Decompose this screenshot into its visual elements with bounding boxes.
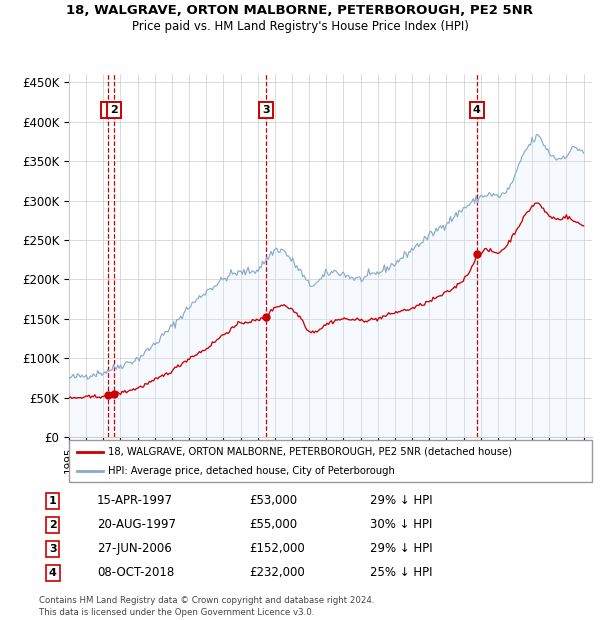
Text: 3: 3 xyxy=(262,105,270,115)
Text: 15-APR-1997: 15-APR-1997 xyxy=(97,495,173,507)
Text: 20-AUG-1997: 20-AUG-1997 xyxy=(97,518,176,531)
Text: £232,000: £232,000 xyxy=(249,566,305,579)
Text: 3: 3 xyxy=(49,544,56,554)
Text: 2: 2 xyxy=(49,520,56,530)
Text: 18, WALGRAVE, ORTON MALBORNE, PETERBOROUGH, PE2 5NR: 18, WALGRAVE, ORTON MALBORNE, PETERBOROU… xyxy=(67,4,533,17)
Text: £53,000: £53,000 xyxy=(249,495,297,507)
Text: 27-JUN-2006: 27-JUN-2006 xyxy=(97,542,172,556)
Text: 08-OCT-2018: 08-OCT-2018 xyxy=(97,566,174,579)
Text: 29% ↓ HPI: 29% ↓ HPI xyxy=(370,495,433,507)
Text: Price paid vs. HM Land Registry's House Price Index (HPI): Price paid vs. HM Land Registry's House … xyxy=(131,20,469,33)
Text: 30% ↓ HPI: 30% ↓ HPI xyxy=(370,518,433,531)
Text: 29% ↓ HPI: 29% ↓ HPI xyxy=(370,542,433,556)
Text: Contains HM Land Registry data © Crown copyright and database right 2024.: Contains HM Land Registry data © Crown c… xyxy=(39,596,374,606)
Text: 2: 2 xyxy=(110,105,118,115)
Text: 1: 1 xyxy=(49,496,56,506)
Text: 4: 4 xyxy=(49,568,57,578)
Text: 18, WALGRAVE, ORTON MALBORNE, PETERBOROUGH, PE2 5NR (detached house): 18, WALGRAVE, ORTON MALBORNE, PETERBOROU… xyxy=(108,446,512,456)
Text: 25% ↓ HPI: 25% ↓ HPI xyxy=(370,566,433,579)
FancyBboxPatch shape xyxy=(69,440,592,482)
Text: £152,000: £152,000 xyxy=(249,542,305,556)
Text: £55,000: £55,000 xyxy=(249,518,297,531)
Text: 4: 4 xyxy=(473,105,481,115)
Text: 1: 1 xyxy=(104,105,112,115)
Text: This data is licensed under the Open Government Licence v3.0.: This data is licensed under the Open Gov… xyxy=(39,608,314,617)
Text: HPI: Average price, detached house, City of Peterborough: HPI: Average price, detached house, City… xyxy=(108,466,395,476)
